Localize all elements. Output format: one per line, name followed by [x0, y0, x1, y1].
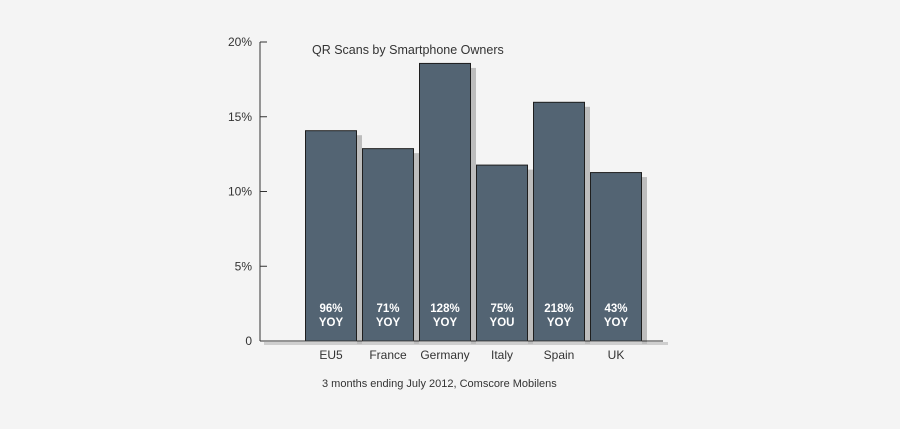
- bar-shadow: [642, 177, 647, 344]
- bar-shadow: [585, 106, 590, 344]
- bar-label-growth: 218%: [544, 303, 573, 315]
- bar-shadow: [471, 67, 476, 345]
- bar-label-yoy: YOY: [376, 317, 401, 329]
- labels-group: 96% YOY EU5 71% YOY France 128% YOY Germany 75% YO…: [228, 35, 628, 362]
- chart-caption: 3 months ending July 2012, Comscore Mobi…: [322, 378, 557, 390]
- bar-shadow: [357, 135, 362, 344]
- x-tick-label: Italy: [491, 348, 513, 362]
- bar-label-growth: 43%: [604, 303, 627, 315]
- x-tick-label: UK: [608, 348, 625, 362]
- bar-italy: [476, 164, 528, 342]
- bar-shadows: [264, 67, 668, 345]
- y-tick-label: 10%: [228, 185, 252, 199]
- bar-label-yoy: YOY: [433, 317, 458, 329]
- bar-france: [362, 148, 414, 342]
- bar-label-yoy: YOU: [490, 317, 515, 329]
- y-tick-label: 20%: [228, 35, 252, 49]
- axes-group: [259, 41, 663, 342]
- bar-label-yoy: YOY: [547, 317, 572, 329]
- y-tick-label: 5%: [235, 259, 253, 273]
- x-tick-label: EU5: [319, 348, 343, 362]
- bar-eu5: [305, 130, 357, 342]
- bar-label-growth: 128%: [430, 303, 459, 315]
- bar-uk: [590, 172, 642, 342]
- x-tick-label: Spain: [544, 348, 575, 362]
- y-tick-label: 0: [245, 334, 252, 348]
- baseline-shadow: [264, 342, 668, 345]
- bar-germany: [419, 62, 471, 342]
- bar-shadow: [528, 169, 533, 344]
- chart-title: QR Scans by Smartphone Owners: [312, 43, 504, 57]
- bar-label-growth: 96%: [319, 303, 342, 315]
- bar-spain: [533, 101, 585, 342]
- bar-shadow: [414, 153, 419, 344]
- bar-label-yoy: YOY: [319, 317, 344, 329]
- y-tick-label: 15%: [228, 110, 252, 124]
- bar-label-growth: 75%: [490, 303, 513, 315]
- x-tick-label: Germany: [420, 348, 469, 362]
- bar-label-growth: 71%: [376, 303, 399, 315]
- bar-label-yoy: YOY: [604, 317, 629, 329]
- x-tick-label: France: [369, 348, 407, 362]
- bars-group: [305, 62, 642, 342]
